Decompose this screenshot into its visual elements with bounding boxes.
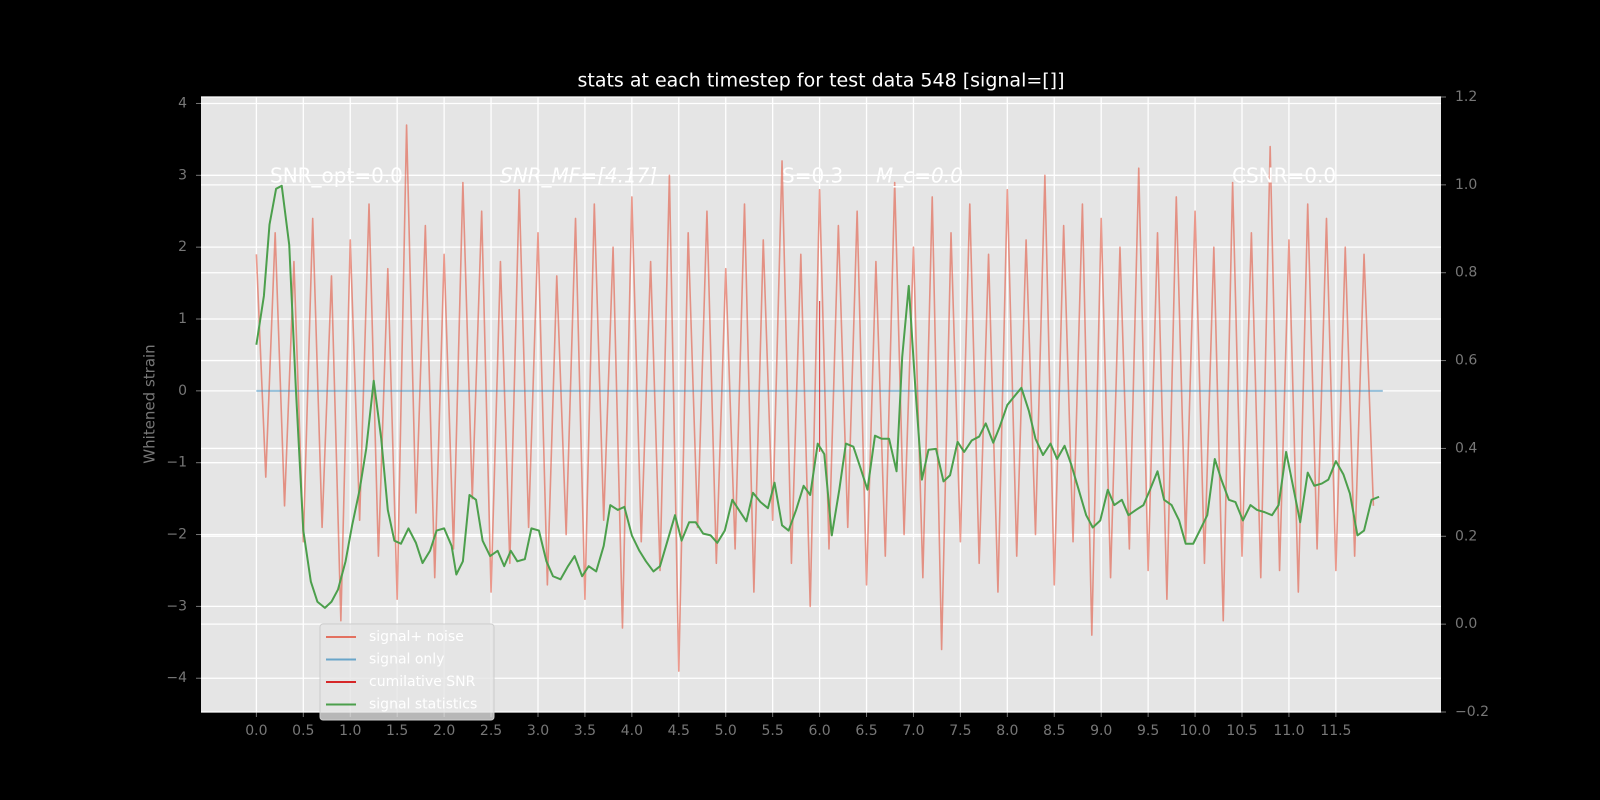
x-tick-label: 3.0 [527,723,549,739]
annotation: CSNR=0.0 [1232,164,1336,188]
x-tick-label: 6.5 [855,723,877,739]
series-line [255,184,1380,609]
legend-label: cumilative SNR [369,674,476,690]
x-tick-label: 1.0 [339,723,361,739]
series-group [255,124,1383,672]
y-tick-label: 3 [178,167,187,183]
y-tick-label: −3 [166,598,187,614]
x-tick-label: 9.0 [1090,723,1112,739]
x-tick-label: 7.5 [949,723,971,739]
chart-title: stats at each timestep for test data 548… [577,70,1064,92]
y-axis-label: Whitened strain [141,344,159,463]
y-tick-label: 0 [178,383,187,399]
y2-tick-label: 0.0 [1455,616,1477,632]
y2-tick-label: −0.2 [1455,704,1489,720]
x-tick-label: 8.5 [1043,723,1065,739]
series-line [255,124,1375,672]
annotation: SNR_MF=[4.17] [500,164,657,188]
legend-box [319,623,495,721]
y2-tick-label: 0.8 [1455,265,1477,281]
x-tick-label: 3.5 [574,723,596,739]
x-tick-label: 10.5 [1226,723,1257,739]
y-tick-label: 2 [178,239,187,255]
x-tick-label: 8.0 [996,723,1018,739]
y-tick-label: −1 [166,455,187,471]
x-tick-label: 0.0 [245,723,267,739]
annotation: M_c=0.0 [876,164,963,188]
annotation: S=0.3 [782,164,843,188]
x-tick-label: 4.5 [668,723,690,739]
x-tick-label: 9.5 [1137,723,1159,739]
x-tick-label: 11.0 [1273,723,1304,739]
y-tick-label: −2 [166,527,187,543]
annotation: SNR_opt=0.0 [270,164,403,188]
x-tick-label: 7.0 [902,723,924,739]
y-tick-label: −4 [166,670,187,686]
x-tick-label: 1.5 [386,723,408,739]
x-tick-label: 6.0 [808,723,830,739]
plot-area [201,97,1441,712]
y2-tick-label: 0.2 [1455,528,1477,544]
x-tick-label: 2.0 [433,723,455,739]
y2-tick-label: 0.4 [1455,440,1477,456]
x-tick-label: 0.5 [292,723,314,739]
legend-label: signal statistics [369,697,477,713]
x-tick-label: 11.5 [1320,723,1351,739]
y2-tick-label: 1.0 [1455,177,1477,193]
legend-label: signal only [369,652,444,668]
y-tick-label: 4 [178,95,187,111]
x-tick-label: 4.0 [621,723,643,739]
x-tick-label: 10.0 [1179,723,1210,739]
y-tick-label: 1 [178,311,187,327]
legend-label: signal+ noise [369,629,464,645]
x-tick-label: 5.5 [762,723,784,739]
x-tick-label: 5.0 [715,723,737,739]
x-tick-label: 2.5 [480,723,502,739]
y2-tick-label: 0.6 [1455,353,1477,369]
y2-tick-label: 1.2 [1455,89,1477,105]
